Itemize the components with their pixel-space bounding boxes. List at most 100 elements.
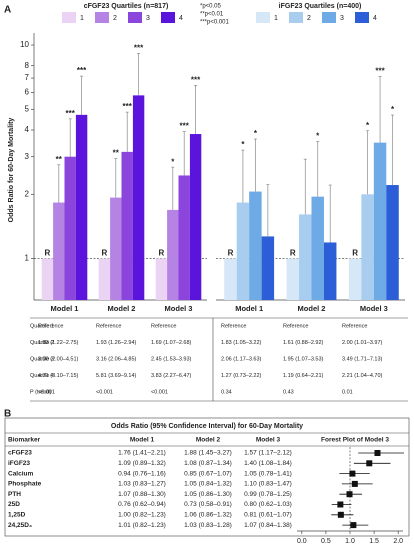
column-header: Model 2 — [196, 437, 221, 444]
table-cell: 0.80 (0.62–1.03) — [244, 501, 292, 508]
bar-annotation: *** — [191, 76, 201, 85]
table-cell: 0.85 (0.67–1.07) — [184, 470, 232, 477]
table-cell: 3.49 (1.71–7.13) — [342, 356, 383, 362]
row-label: Quartile 3 — [30, 356, 54, 362]
table-cell: 3.16 (2.06–4.85) — [96, 356, 137, 362]
table-cell: 1.69 (1.07–2.68) — [151, 340, 192, 346]
table-cell: 2.45 (1.53–3.93) — [151, 356, 192, 362]
row-label: Phosphate — [8, 481, 42, 488]
table-cell: Reference — [96, 323, 121, 329]
table-cell: 3.83 (2.27–6.47) — [151, 373, 192, 379]
significance-note: **p<0.01 — [200, 12, 224, 18]
bar-annotation: * — [254, 129, 258, 138]
bar-annotation: R — [45, 249, 51, 258]
table-cell: Reference — [283, 323, 308, 329]
row-label: P (trend) — [30, 389, 51, 395]
bar — [64, 156, 76, 300]
x-tick-label: Model 1 — [51, 304, 79, 313]
table-cell: 1.83 (1.05–3.22) — [221, 340, 262, 346]
table-cell: 2.06 (1.17–3.63) — [221, 356, 262, 362]
row-label: Quartile 4 — [30, 373, 54, 379]
x-tick-label: Model 1 — [235, 304, 263, 313]
row-label: Quartile 1 — [30, 323, 54, 329]
legend-label: 2 — [113, 15, 117, 22]
legend-title: cFGF23 Quartiles (n=817) — [84, 3, 169, 10]
x-tick-label: 0.5 — [321, 538, 331, 545]
bar-annotation: R — [102, 249, 108, 258]
bar — [311, 196, 324, 300]
table-cell: 3.00 (2.00–4.51) — [38, 356, 79, 362]
bar-annotation: *** — [375, 66, 385, 75]
bar — [155, 258, 168, 300]
table-cell: 1.05 (0.78–1.41) — [244, 470, 292, 477]
table-cell: <0.001 — [38, 389, 55, 395]
column-header: Model 3 — [256, 437, 281, 444]
legend-swatch — [256, 12, 270, 23]
row-label: 1,25D — [8, 512, 26, 519]
bar — [236, 202, 250, 300]
table-cell: Reference — [342, 323, 367, 329]
table-cell: 1.07 (0.84–1.38) — [244, 522, 292, 529]
bar-annotation: *** — [180, 122, 190, 131]
bar-annotation: * — [391, 105, 395, 114]
row-label: cFGF23 — [8, 450, 32, 457]
table-frame — [4, 417, 410, 537]
bar-annotation: *** — [77, 66, 87, 75]
legend-swatch — [95, 12, 109, 23]
point-estimate — [349, 470, 356, 477]
table-cell: 0.99 (0.78–1.25) — [244, 491, 292, 498]
legend-label: 1 — [274, 15, 278, 22]
point-estimate — [350, 522, 357, 529]
table-cell: 2.21 (1.04–4.70) — [342, 373, 383, 379]
x-tick-label: 1.5 — [369, 538, 379, 545]
bar — [121, 151, 133, 300]
legend-swatch — [289, 12, 303, 23]
bar-annotation: *** — [123, 102, 133, 111]
x-tick-label: Model 3 — [165, 304, 193, 313]
table-cell: Reference — [221, 323, 246, 329]
y-tick-label: 8 — [25, 61, 30, 70]
bar — [98, 258, 111, 300]
bar — [178, 175, 190, 300]
table-cell: 0.01 — [342, 389, 353, 395]
y-tick-label: 10 — [20, 40, 29, 49]
y-axis-label: Odds Ratio for 60-Day Mortality — [8, 118, 15, 223]
bar — [110, 197, 122, 300]
bar — [386, 185, 399, 300]
bar-annotation: R — [290, 249, 296, 258]
bar-annotation: *** — [66, 109, 76, 118]
table-cell: 1.88 (1.45–3.27) — [184, 450, 232, 457]
row-label: Quartile 2 — [30, 340, 54, 346]
y-tick-label: 2 — [25, 189, 30, 198]
point-estimate — [337, 511, 344, 518]
panel-label: A — [4, 5, 11, 16]
table-cell: 1.03 (0.83–1.27) — [118, 481, 166, 488]
table-cell: 5.81 (3.69–9.14) — [96, 373, 137, 379]
row-label: 24,25D₃ — [8, 522, 32, 529]
bar-annotation: ** — [113, 149, 120, 158]
table-cell: 1.06 (0.86–1.32) — [184, 512, 232, 519]
bar — [249, 191, 262, 300]
legend-label: 2 — [307, 15, 311, 22]
bar — [132, 95, 145, 301]
bar — [361, 194, 374, 300]
table-cell: 1.40 (1.08–1.84) — [244, 460, 292, 467]
table-cell: 2.00 (1.01–3.97) — [342, 340, 383, 346]
table-cell: 1.08 (0.87–1.34) — [184, 460, 232, 467]
table-cell: 1.10 (0.83–1.47) — [244, 481, 292, 488]
x-tick-label: Model 3 — [360, 304, 388, 313]
y-tick-label: 4 — [25, 125, 30, 134]
legend-label: 1 — [80, 15, 84, 22]
bar — [299, 214, 312, 300]
column-header: Forest Plot of Model 3 — [321, 437, 389, 444]
significance-note: ***p<0.001 — [200, 20, 230, 26]
table-cell: 0.73 (0.58–0.91) — [184, 501, 232, 508]
panel-label: B — [4, 409, 11, 420]
bar-annotation: * — [316, 132, 320, 141]
x-tick-label: Model 2 — [298, 304, 326, 313]
table-cell: 0.76 (0.62–0.94) — [118, 501, 166, 508]
table-cell: <0.001 — [151, 389, 168, 395]
legend-swatch — [161, 12, 175, 23]
y-tick-label: 5 — [25, 104, 30, 113]
y-tick-label: 1 — [25, 254, 30, 263]
